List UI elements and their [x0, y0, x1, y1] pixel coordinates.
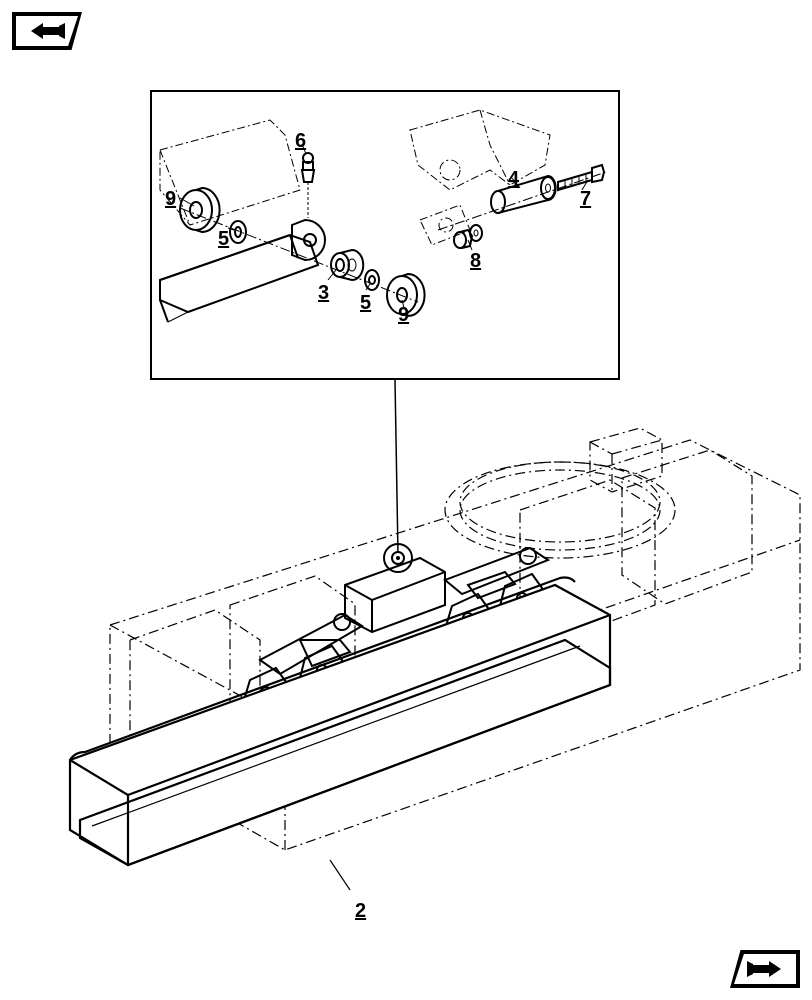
next-page-badge[interactable] [730, 950, 800, 988]
callout-4: 4 [508, 168, 519, 191]
callout-8: 8 [470, 250, 481, 273]
callout-5b: 5 [360, 292, 371, 315]
callout-3: 3 [318, 282, 329, 305]
callout-2: 2 [355, 900, 366, 923]
main-drawing [0, 380, 812, 940]
callout-6: 6 [295, 130, 306, 153]
prev-page-badge[interactable] [12, 12, 82, 50]
callout-5a: 5 [218, 228, 229, 251]
callout-9a: 9 [165, 188, 176, 211]
prev-page-icon [16, 16, 78, 46]
callout-7: 7 [580, 188, 591, 211]
next-page-icon [734, 954, 796, 984]
callout-9b: 9 [398, 304, 409, 327]
